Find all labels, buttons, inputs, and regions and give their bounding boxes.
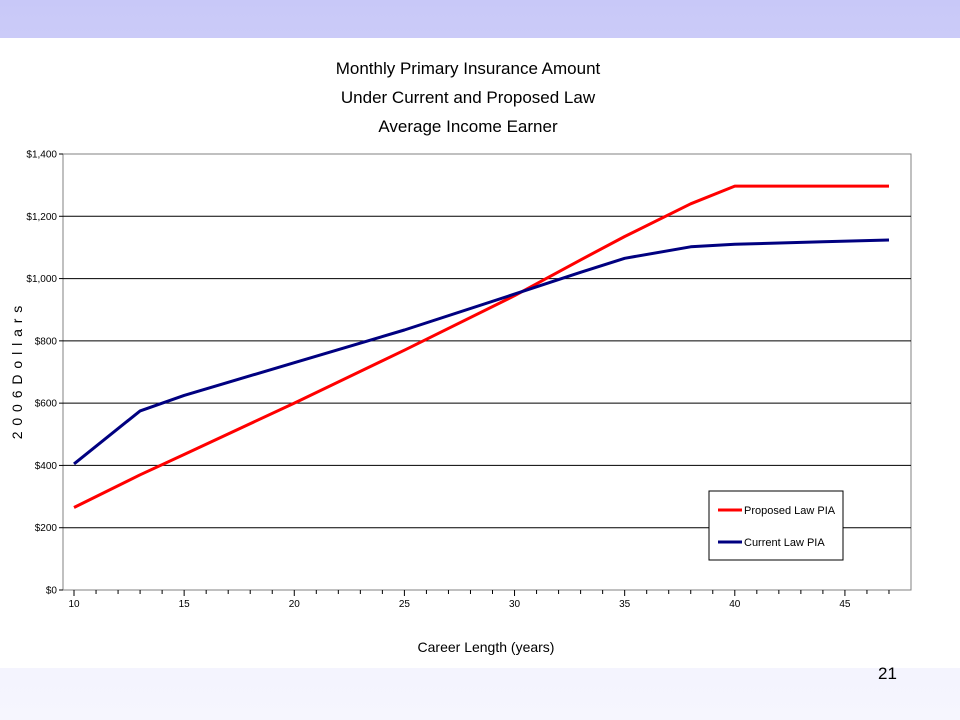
chart-title-line-1: Monthly Primary Insurance Amount [336,59,601,78]
y-axis-ticks: $0 $200 $400 $600 $800 $1,000 $1,200 $1,400 [26,150,63,597]
series-lines [73,184,890,509]
x-tick-label: 40 [729,599,741,610]
y-tick-label: $1,400 [26,150,57,161]
x-axis-ticks: 10 15 20 25 30 35 40 45 [68,590,890,610]
slide-number: 21 [878,664,897,683]
y-tick-label: $200 [35,523,58,534]
y-tick-label: $0 [46,586,58,597]
x-tick-label: 10 [68,599,80,610]
line-chart: Monthly Primary Insurance Amount Under C… [9,59,912,655]
x-tick-label: 20 [289,599,301,610]
x-tick-label: 30 [509,599,521,610]
y-tick-label: $1,000 [26,274,57,285]
chart-area: Monthly Primary Insurance Amount Under C… [0,38,960,668]
series-line-proposed [73,184,889,509]
y-tick-label: $600 [35,399,58,410]
legend-label-current: Current Law PIA [744,537,825,549]
y-tick-label: $800 [35,336,58,347]
y-tick-label: $1,200 [26,212,57,223]
y-axis-title: 2 0 0 6 D o l l a r s [9,305,25,440]
y-tick-label: $400 [35,461,58,472]
chart-title-line-2: Under Current and Proposed Law [341,88,596,107]
x-axis-title: Career Length (years) [418,639,555,655]
chart-title: Monthly Primary Insurance Amount Under C… [336,59,601,136]
legend: Proposed Law PIA Current Law PIA [708,490,844,561]
chart-title-line-3: Average Income Earner [378,117,558,136]
x-tick-label: 35 [619,599,631,610]
legend-label-proposed: Proposed Law PIA [744,505,836,517]
series-line-current [73,238,890,466]
x-tick-label: 15 [179,599,191,610]
x-tick-label: 25 [399,599,411,610]
x-tick-label: 45 [839,599,851,610]
legend-box [708,490,844,561]
